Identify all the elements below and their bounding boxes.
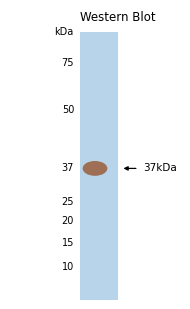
Bar xyxy=(80,32,118,300)
Text: 75: 75 xyxy=(62,58,74,68)
Text: 50: 50 xyxy=(62,105,74,115)
Text: 10: 10 xyxy=(62,262,74,272)
Text: kDa: kDa xyxy=(54,28,73,37)
Text: 37: 37 xyxy=(62,163,74,173)
Ellipse shape xyxy=(83,161,107,176)
Text: 15: 15 xyxy=(62,238,74,248)
Text: Western Blot: Western Blot xyxy=(80,11,156,24)
Text: 25: 25 xyxy=(62,197,74,207)
Text: 37kDa: 37kDa xyxy=(143,163,177,173)
Text: 20: 20 xyxy=(62,216,74,226)
